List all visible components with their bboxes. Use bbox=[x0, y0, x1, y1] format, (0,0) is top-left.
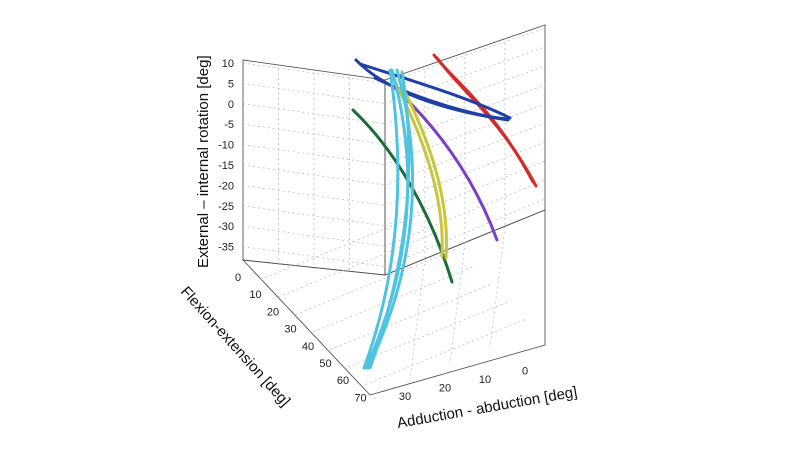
grid-line bbox=[242, 225, 386, 247]
back-wall-left bbox=[242, 59, 386, 276]
grid-line bbox=[384, 84, 546, 145]
series-curve bbox=[435, 56, 538, 188]
series-curve bbox=[362, 68, 400, 370]
z-tick-label: -5 bbox=[224, 119, 234, 131]
grid-line bbox=[330, 284, 491, 350]
y-tick-label: 30 bbox=[284, 324, 296, 336]
z-tick-label: -35 bbox=[218, 242, 234, 254]
grid-line bbox=[365, 319, 526, 385]
x-tick-label: 0 bbox=[522, 366, 528, 378]
grid-line bbox=[312, 266, 474, 333]
y-tick-labels: 0 10 20 30 40 50 60 70 bbox=[235, 272, 367, 404]
z-axis-label: External – internal rotation [deg] bbox=[195, 55, 212, 268]
grid-line bbox=[489, 226, 506, 348]
x-tick-label: 20 bbox=[439, 383, 451, 395]
y-tick-label: 60 bbox=[337, 375, 349, 387]
grid-line bbox=[295, 249, 456, 315]
x-tick-label: 10 bbox=[479, 374, 491, 386]
series-curves bbox=[351, 53, 538, 370]
grid-line bbox=[449, 242, 466, 364]
series-curve bbox=[368, 70, 411, 370]
y-tick-label: 50 bbox=[319, 358, 331, 370]
x-axis-label: Adduction - abduction [deg] bbox=[396, 383, 579, 431]
grid-line bbox=[384, 103, 546, 165]
grid-line bbox=[384, 65, 546, 125]
series-curve bbox=[358, 62, 512, 120]
y-tick-label: 10 bbox=[249, 289, 261, 301]
axes-frame bbox=[241, 24, 546, 396]
grid-line bbox=[384, 27, 546, 84]
y-tick-label: 0 bbox=[235, 272, 241, 284]
z-tick-labels: 10 5 0 -5 -10 -15 -20 -25 -30 -35 bbox=[218, 58, 234, 254]
z-tick-label: -10 bbox=[218, 140, 234, 152]
y-tick-label: 40 bbox=[302, 341, 314, 353]
z-tick-label: -20 bbox=[218, 180, 234, 192]
floor-edge bbox=[241, 209, 546, 396]
z-tick-label: 0 bbox=[228, 99, 234, 111]
grid-line bbox=[242, 185, 386, 206]
y-tick-label: 20 bbox=[267, 306, 279, 318]
y-axis-label: Flexion-extension [deg] bbox=[177, 283, 293, 410]
grid-line bbox=[384, 46, 546, 104]
x-tick-label: 30 bbox=[399, 391, 411, 403]
gridlines bbox=[242, 27, 546, 385]
x-tick-labels: 30 20 10 0 bbox=[399, 366, 528, 404]
grid-line bbox=[242, 205, 386, 227]
grid-line bbox=[409, 258, 426, 380]
grid-line bbox=[260, 214, 421, 280]
z-tick-label: -15 bbox=[218, 160, 234, 172]
z-tick-label: -30 bbox=[218, 221, 234, 233]
grid-line bbox=[277, 231, 439, 298]
y-tick-label: 70 bbox=[354, 392, 366, 404]
z-tick-label: 5 bbox=[228, 78, 234, 90]
grid-line bbox=[347, 301, 509, 368]
grid-line bbox=[242, 246, 386, 267]
series-curve bbox=[373, 76, 510, 121]
series-curve bbox=[397, 78, 448, 260]
z-tick-label: -25 bbox=[218, 201, 234, 213]
z-tick-label: 10 bbox=[222, 58, 234, 70]
